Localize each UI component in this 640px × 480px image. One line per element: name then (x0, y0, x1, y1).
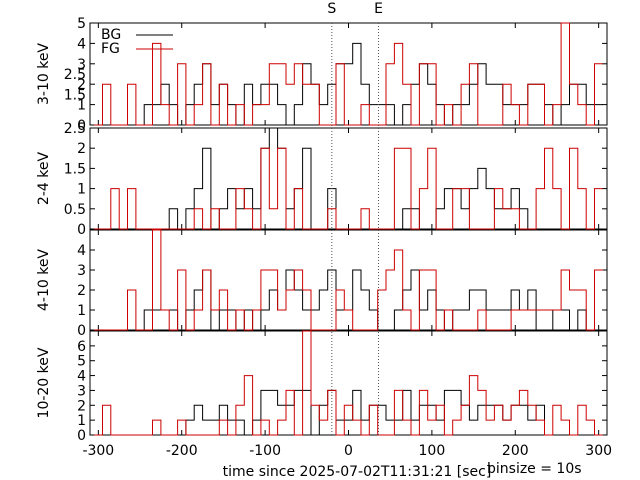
x-tick-label: 300 (585, 443, 612, 459)
legend-label-fg: FG (101, 41, 120, 57)
y-tick-label: 3 (77, 263, 86, 279)
y-tick-label: 1.5 (64, 87, 86, 103)
y-tick-label: 0 (77, 222, 86, 238)
y-tick-label: 1 (77, 413, 86, 429)
y-tick-label: 6 (77, 339, 86, 355)
series-bg-step (94, 127, 603, 230)
y-tick-label: 2.5 (64, 67, 86, 83)
y-axis-label: 3-10 keV (36, 43, 52, 105)
y-tick-label: 4 (77, 243, 86, 259)
panel-frame (89, 330, 608, 436)
x-tick-label: -300 (82, 443, 114, 459)
series-bg-step (94, 42, 603, 126)
series-bg-step (94, 389, 603, 436)
y-tick-label: 3 (77, 57, 86, 73)
y-tick-label: 2 (77, 77, 86, 93)
y-tick-label: 2 (77, 398, 86, 414)
y-axis-label: 10-20 keV (36, 347, 52, 418)
y-tick-label: 5 (77, 16, 86, 32)
marker-label-e: E (374, 1, 383, 17)
binsize-note: binsize = 10s (487, 461, 582, 477)
y-tick-label: 1 (77, 303, 86, 319)
y-tick-label: 2 (77, 283, 86, 299)
series-fg-step (94, 147, 603, 230)
panel-frame (89, 22, 608, 126)
legend: BG FG (101, 27, 173, 57)
panel-frame (89, 127, 608, 230)
series-bg-step (94, 269, 603, 331)
y-tick-label: 1 (77, 182, 86, 198)
x-tick-label: 0 (344, 443, 353, 459)
y-tick-label: 4 (77, 369, 86, 385)
x-tick-label: -200 (166, 443, 198, 459)
x-tick-label: -100 (249, 443, 281, 459)
series-fg-step (94, 22, 603, 126)
x-tick-label: 100 (419, 443, 446, 459)
series-fg-step (94, 330, 603, 436)
marker-label-s: S (327, 1, 336, 17)
y-tick-label: 3 (77, 383, 86, 399)
x-axis-label: time since 2025-07-02T11:31:21 [sec] (223, 464, 492, 480)
y-tick-label: 0 (77, 323, 86, 339)
panel-2: 0 0.5 1 1.5 2 2.5 2-4 keV (36, 121, 608, 238)
y-tick-label: 2.5 (64, 121, 86, 137)
y-tick-label: 0 (77, 118, 86, 134)
x-tick-labels: -300 -200 -100 0 100 200 300 (82, 443, 612, 459)
panel-3: 0 1 2 3 4 4-10 keV (36, 229, 608, 339)
y-axis-label: 4-10 keV (36, 249, 52, 311)
x-tick-label: 200 (502, 443, 529, 459)
y-tick-label: 1.5 (64, 161, 86, 177)
y-tick-label: 4 (77, 36, 86, 52)
legend-label-bg: BG (101, 27, 121, 43)
y-tick-label: 0.5 (64, 202, 86, 218)
y-tick-label: 1 (77, 98, 86, 114)
series-fg-step (94, 229, 603, 331)
panel-frame (89, 229, 608, 331)
y-tick-label: 2 (77, 141, 86, 157)
y-tick-label: 5 (77, 354, 86, 370)
y-axis-label: 2-4 keV (36, 152, 52, 206)
y-tick-label: 0 (77, 428, 86, 444)
